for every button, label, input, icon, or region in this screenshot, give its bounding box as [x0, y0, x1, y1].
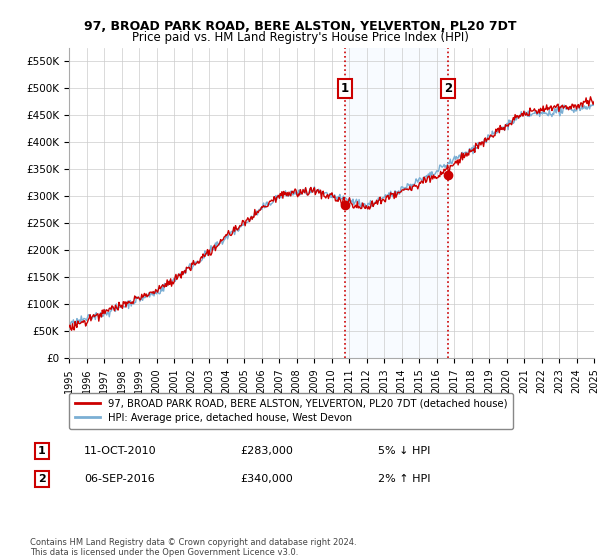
Text: Price paid vs. HM Land Registry's House Price Index (HPI): Price paid vs. HM Land Registry's House … [131, 31, 469, 44]
Bar [345, 48, 448, 358]
Text: 1: 1 [38, 446, 46, 456]
Text: 2: 2 [444, 82, 452, 95]
Text: £340,000: £340,000 [240, 474, 293, 484]
Text: £283,000: £283,000 [240, 446, 293, 456]
Text: 1: 1 [341, 82, 349, 95]
Legend: 97, BROAD PARK ROAD, BERE ALSTON, YELVERTON, PL20 7DT (detached house), HPI: Ave: 97, BROAD PARK ROAD, BERE ALSTON, YELVER… [69, 393, 513, 429]
Text: Contains HM Land Registry data © Crown copyright and database right 2024.
This d: Contains HM Land Registry data © Crown c… [30, 538, 356, 557]
Text: 06-SEP-2016: 06-SEP-2016 [84, 474, 155, 484]
Text: 2: 2 [38, 474, 46, 484]
Text: 2% ↑ HPI: 2% ↑ HPI [378, 474, 431, 484]
Text: 97, BROAD PARK ROAD, BERE ALSTON, YELVERTON, PL20 7DT: 97, BROAD PARK ROAD, BERE ALSTON, YELVER… [84, 20, 516, 32]
Text: 11-OCT-2010: 11-OCT-2010 [84, 446, 157, 456]
Text: 5% ↓ HPI: 5% ↓ HPI [378, 446, 430, 456]
